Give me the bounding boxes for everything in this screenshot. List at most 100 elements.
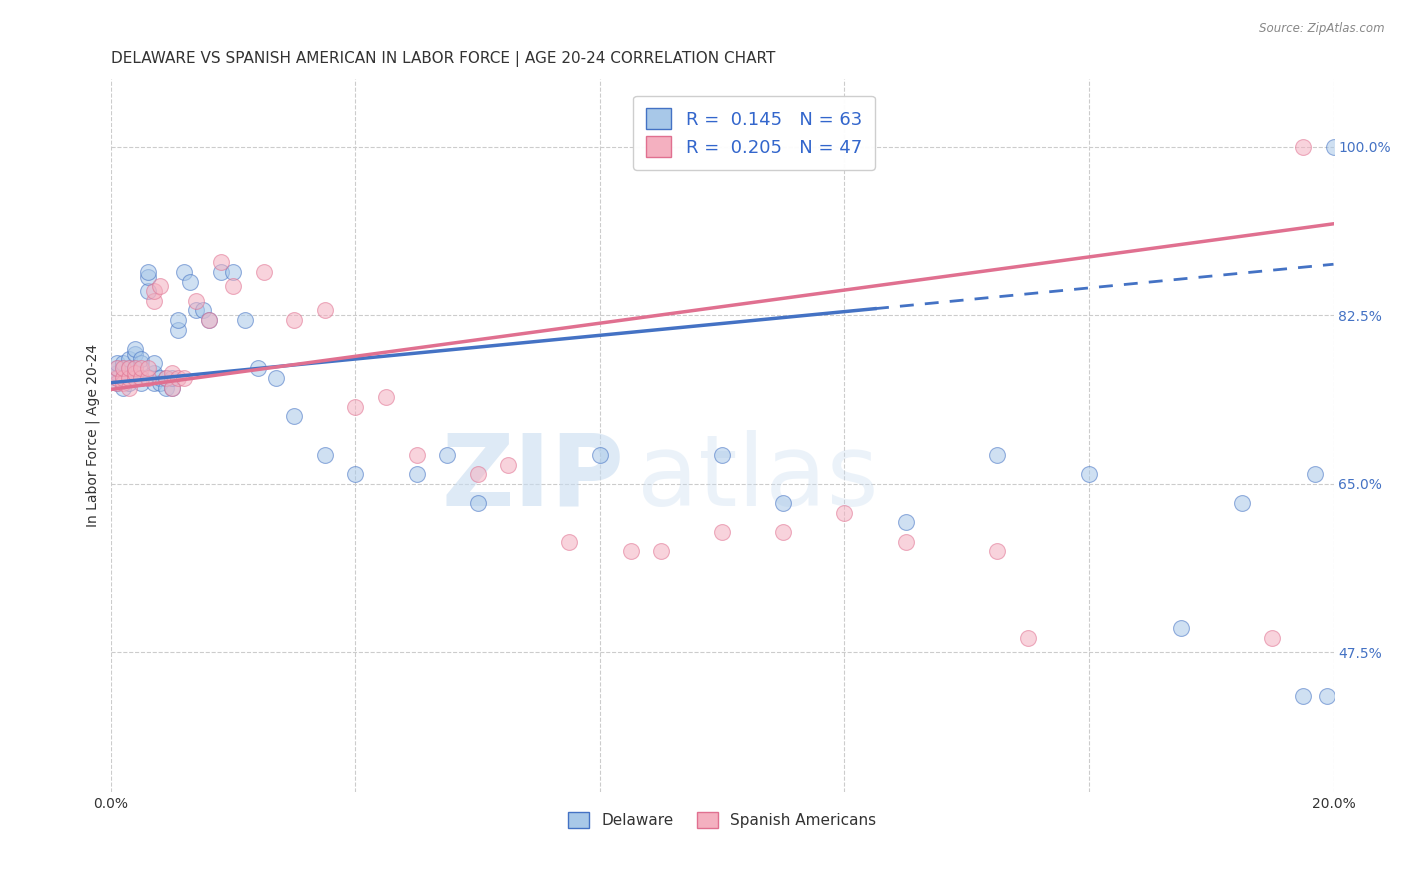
Point xyxy=(222,265,245,279)
Legend: Delaware, Spanish Americans: Delaware, Spanish Americans xyxy=(562,806,883,834)
Point xyxy=(142,284,165,298)
Point xyxy=(136,371,159,385)
Point xyxy=(1230,496,1253,510)
Point xyxy=(142,293,165,308)
Text: Source: ZipAtlas.com: Source: ZipAtlas.com xyxy=(1260,22,1385,36)
Point xyxy=(124,366,146,380)
Point xyxy=(105,376,128,390)
Point xyxy=(118,361,141,376)
Point xyxy=(1078,467,1101,482)
Point xyxy=(142,356,165,370)
Point xyxy=(112,356,135,370)
Point xyxy=(105,361,128,376)
Point xyxy=(142,366,165,380)
Point xyxy=(160,366,183,380)
Point xyxy=(118,376,141,390)
Point xyxy=(105,361,128,376)
Point xyxy=(344,467,367,482)
Point xyxy=(131,361,153,376)
Point xyxy=(191,303,214,318)
Point xyxy=(1316,689,1339,703)
Point xyxy=(1322,140,1344,154)
Point xyxy=(650,544,672,558)
Point xyxy=(197,313,219,327)
Point xyxy=(155,380,177,394)
Point xyxy=(105,376,128,390)
Point xyxy=(112,361,135,376)
Point xyxy=(283,313,305,327)
Point xyxy=(136,361,159,376)
Point xyxy=(264,371,287,385)
Point xyxy=(167,323,190,337)
Point xyxy=(222,279,245,293)
Point xyxy=(105,371,128,385)
Point xyxy=(118,371,141,385)
Point xyxy=(118,361,141,376)
Point xyxy=(160,380,183,394)
Point xyxy=(173,265,195,279)
Point xyxy=(118,371,141,385)
Point xyxy=(149,371,172,385)
Point xyxy=(186,303,208,318)
Point xyxy=(209,265,232,279)
Point xyxy=(772,496,794,510)
Text: DELAWARE VS SPANISH AMERICAN IN LABOR FORCE | AGE 20-24 CORRELATION CHART: DELAWARE VS SPANISH AMERICAN IN LABOR FO… xyxy=(111,51,775,67)
Point xyxy=(253,265,276,279)
Point xyxy=(1303,467,1326,482)
Point xyxy=(186,293,208,308)
Point xyxy=(986,448,1008,462)
Point xyxy=(136,269,159,284)
Point xyxy=(1170,621,1192,635)
Point xyxy=(619,544,641,558)
Point xyxy=(235,313,257,327)
Point xyxy=(136,265,159,279)
Point xyxy=(1292,140,1315,154)
Point xyxy=(209,255,232,269)
Point xyxy=(167,371,190,385)
Point xyxy=(314,303,336,318)
Point xyxy=(375,390,398,404)
Point xyxy=(173,371,195,385)
Point xyxy=(467,496,489,510)
Point xyxy=(589,448,612,462)
Point xyxy=(283,409,305,424)
Point xyxy=(136,284,159,298)
Point xyxy=(467,467,489,482)
Point xyxy=(179,275,201,289)
Point xyxy=(112,361,135,376)
Point xyxy=(105,371,128,385)
Point xyxy=(344,400,367,414)
Point xyxy=(197,313,219,327)
Point xyxy=(894,516,917,530)
Point xyxy=(105,356,128,370)
Point xyxy=(405,448,427,462)
Point xyxy=(894,534,917,549)
Point xyxy=(1017,631,1039,645)
Point xyxy=(405,467,427,482)
Point xyxy=(124,361,146,376)
Point xyxy=(142,376,165,390)
Point xyxy=(124,342,146,356)
Point xyxy=(149,376,172,390)
Point xyxy=(112,380,135,394)
Point xyxy=(105,366,128,380)
Point xyxy=(558,534,581,549)
Point xyxy=(124,371,146,385)
Point xyxy=(131,356,153,370)
Point xyxy=(246,361,269,376)
Point xyxy=(834,506,856,520)
Point xyxy=(112,371,135,385)
Point xyxy=(167,313,190,327)
Point xyxy=(131,371,153,385)
Point xyxy=(772,524,794,539)
Point xyxy=(986,544,1008,558)
Point xyxy=(1292,689,1315,703)
Point xyxy=(155,371,177,385)
Point xyxy=(124,347,146,361)
Point xyxy=(160,380,183,394)
Point xyxy=(131,371,153,385)
Text: atlas: atlas xyxy=(637,430,879,527)
Point xyxy=(711,448,734,462)
Point xyxy=(112,371,135,385)
Point xyxy=(112,376,135,390)
